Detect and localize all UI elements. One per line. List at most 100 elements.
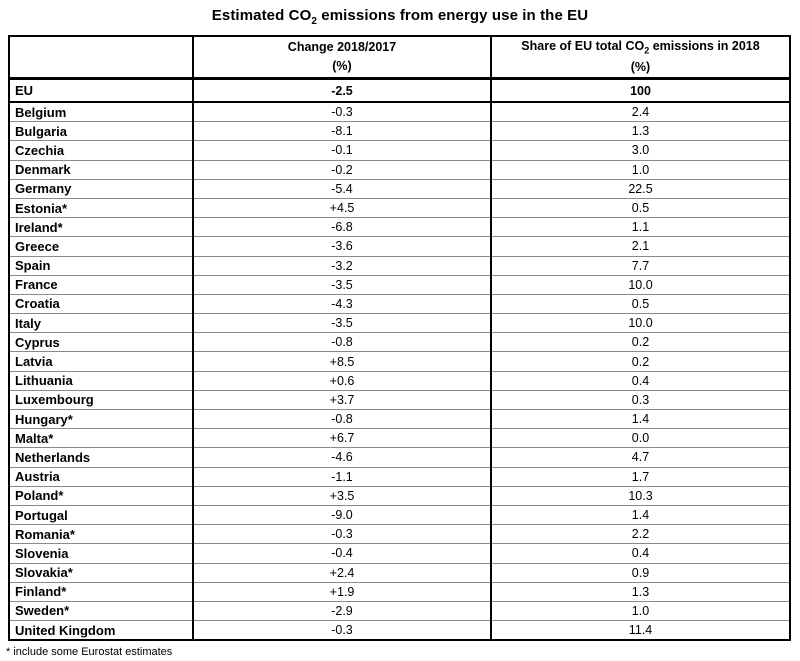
change-cell: -4.3	[192, 294, 491, 314]
country-cell: EU	[15, 83, 34, 98]
country-cell: Belgium	[15, 104, 67, 120]
table-row: Portugal -9.0 1.4	[9, 505, 790, 525]
change-cell: -0.1	[192, 140, 491, 161]
share-cell: 0.2	[490, 351, 790, 372]
share-cell: 2.1	[490, 236, 790, 256]
share-cell: 0.2	[490, 332, 790, 352]
share-cell: 1.3	[490, 582, 790, 602]
country-cell: Italy	[15, 315, 42, 331]
change-cell: -2.9	[192, 601, 491, 621]
share-cell: 7.7	[490, 256, 790, 276]
country-cell: Poland*	[15, 488, 64, 504]
table-row: Czechia -0.1 3.0	[9, 140, 790, 161]
share-cell: 11.4	[490, 620, 790, 641]
table-row: Ireland* -6.8 1.1	[9, 217, 790, 237]
footnote: * include some Eurostat estimates	[6, 646, 173, 659]
country-cell: Austria	[15, 469, 60, 485]
share-header-line1: Share of EU total CO2 emissions in 2018	[492, 37, 789, 58]
table-row: Slovenia -0.4 0.4	[9, 543, 790, 563]
share-cell: 1.0	[490, 160, 790, 180]
country-cell: Denmark	[15, 162, 71, 178]
country-cell: Netherlands	[15, 449, 91, 465]
change-cell: +3.7	[192, 390, 491, 410]
share-cell: 2.4	[490, 102, 790, 122]
share-cell: 0.5	[490, 198, 790, 218]
table-row: Croatia -4.3 0.5	[9, 294, 790, 314]
page-title: Estimated CO2 emissions from energy use …	[0, 7, 800, 27]
table-row: France -3.5 10.0	[9, 275, 790, 295]
share-cell: 0.4	[490, 543, 790, 563]
share-cell: 0.4	[490, 371, 790, 391]
share-header-text-pre: Share of EU total CO	[521, 39, 645, 54]
table-row: United Kingdom -0.3 11.4	[9, 620, 790, 641]
table-row: Spain -3.2 7.7	[9, 256, 790, 276]
table-row: Austria -1.1 1.7	[9, 467, 790, 487]
country-cell: Germany	[15, 181, 72, 197]
share-header-text-post: emissions in 2018	[649, 39, 760, 54]
country-cell: Slovenia	[15, 545, 69, 561]
table-row: Luxembourg +3.7 0.3	[9, 390, 790, 410]
change-cell: +3.5	[192, 486, 491, 506]
share-header-co2-subscript: 2	[644, 45, 650, 56]
country-cell: United Kingdom	[15, 622, 116, 638]
share-cell: 1.7	[490, 467, 790, 487]
table-row: Estonia* +4.5 0.5	[9, 198, 790, 218]
change-cell: -1.1	[192, 467, 491, 487]
country-cell: Greece	[15, 238, 60, 254]
title-text-pre: Estimated CO	[211, 7, 312, 24]
change-cell: +6.7	[192, 428, 491, 448]
share-cell: 1.0	[490, 601, 790, 621]
table-row: Germany -5.4 22.5	[9, 179, 790, 199]
change-cell: -2.5	[192, 78, 491, 102]
table-row: Latvia +8.5 0.2	[9, 351, 790, 372]
change-cell: -8.1	[192, 121, 491, 141]
change-cell: -0.8	[192, 332, 491, 352]
country-cell: Bulgaria	[15, 123, 68, 139]
country-cell: Malta*	[15, 430, 54, 446]
change-cell: -3.5	[192, 275, 491, 295]
change-header-line1: Change 2018/2017	[287, 40, 397, 55]
country-cell: Portugal	[15, 507, 68, 523]
change-cell: -0.3	[192, 620, 491, 641]
share-cell: 4.7	[490, 447, 790, 468]
change-cell: +8.5	[192, 351, 491, 372]
share-cell: 22.5	[490, 179, 790, 199]
change-cell: -3.6	[192, 236, 491, 256]
country-cell: Cyprus	[15, 334, 60, 350]
change-cell: -0.2	[192, 160, 491, 180]
table-row: Denmark -0.2 1.0	[9, 160, 790, 180]
change-cell: +0.6	[192, 371, 491, 391]
table-row: Lithuania +0.6 0.4	[9, 371, 790, 391]
title-co2-subscript: 2	[311, 16, 318, 27]
share-cell: 0.5	[490, 294, 790, 314]
table-row: Italy -3.5 10.0	[9, 313, 790, 333]
change-cell: -0.3	[192, 102, 491, 122]
table-row: Belgium -0.3 2.4	[9, 102, 790, 122]
change-cell: +4.5	[192, 198, 491, 218]
country-cell: Croatia	[15, 296, 60, 312]
share-cell: 3.0	[490, 140, 790, 161]
country-cell: Spain	[15, 258, 51, 274]
share-cell: 10.0	[490, 313, 790, 333]
share-cell: 0.3	[490, 390, 790, 410]
table-row: Slovakia* +2.4 0.9	[9, 563, 790, 583]
country-cell: Ireland*	[15, 219, 63, 235]
country-cell: Luxembourg	[15, 392, 94, 408]
title-text-post: emissions from energy use in the EU	[317, 7, 589, 24]
country-column-header	[9, 36, 193, 80]
table-row: Poland* +3.5 10.3	[9, 486, 790, 506]
country-cell: France	[15, 277, 58, 293]
table-row: Greece -3.6 2.1	[9, 236, 790, 256]
share-cell: 0.9	[490, 563, 790, 583]
share-header-line2: (%)	[630, 60, 651, 75]
change-column-header: Change 2018/2017 (%)	[192, 36, 491, 80]
share-cell: 0.0	[490, 428, 790, 448]
change-cell: -0.8	[192, 409, 491, 429]
country-cell: Sweden*	[15, 603, 70, 619]
share-cell: 1.3	[490, 121, 790, 141]
change-header-line2: (%)	[332, 59, 352, 73]
table-row: Bulgaria -8.1 1.3	[9, 121, 790, 141]
table-body: EU -2.5 100 Belgium -0.3 2.4 Bulgaria -8…	[9, 78, 790, 641]
table-row: Romania* -0.3 2.2	[9, 524, 790, 544]
